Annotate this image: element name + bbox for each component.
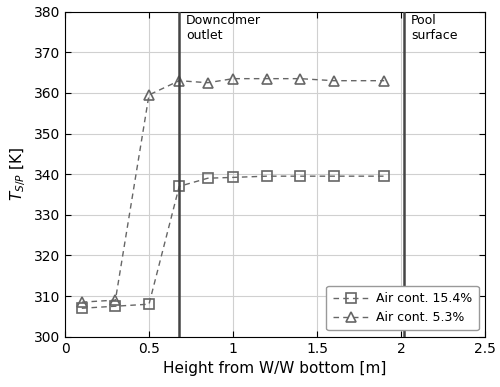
Air cont. 5.3%: [112, 298, 118, 302]
Air cont. 15.4%: [112, 304, 118, 308]
Air cont. 15.4%: [381, 174, 387, 178]
Air cont. 15.4%: [264, 174, 270, 178]
Line: Air cont. 5.3%: Air cont. 5.3%: [77, 74, 389, 307]
Air cont. 15.4%: [297, 174, 303, 178]
X-axis label: Height from W/W bottom [m]: Height from W/W bottom [m]: [164, 361, 386, 376]
Text: Pool
surface: Pool surface: [411, 14, 458, 42]
Air cont. 5.3%: [381, 78, 387, 83]
Air cont. 5.3%: [146, 92, 152, 97]
Legend: Air cont. 15.4%, Air cont. 5.3%: Air cont. 15.4%, Air cont. 5.3%: [326, 286, 479, 330]
Air cont. 5.3%: [230, 76, 236, 81]
Line: Air cont. 15.4%: Air cont. 15.4%: [77, 171, 389, 313]
Text: Downcomer
outlet: Downcomer outlet: [186, 14, 261, 42]
Y-axis label: $T_{S/P}$ [K]: $T_{S/P}$ [K]: [8, 147, 28, 201]
Air cont. 5.3%: [331, 78, 337, 83]
Air cont. 5.3%: [264, 76, 270, 81]
Air cont. 15.4%: [79, 306, 85, 310]
Air cont. 15.4%: [331, 174, 337, 178]
Air cont. 5.3%: [176, 78, 182, 83]
Air cont. 5.3%: [205, 80, 211, 85]
Air cont. 15.4%: [205, 176, 211, 180]
Air cont. 15.4%: [176, 184, 182, 188]
Air cont. 5.3%: [297, 76, 303, 81]
Air cont. 15.4%: [146, 302, 152, 307]
Air cont. 15.4%: [230, 175, 236, 180]
Air cont. 5.3%: [79, 300, 85, 305]
